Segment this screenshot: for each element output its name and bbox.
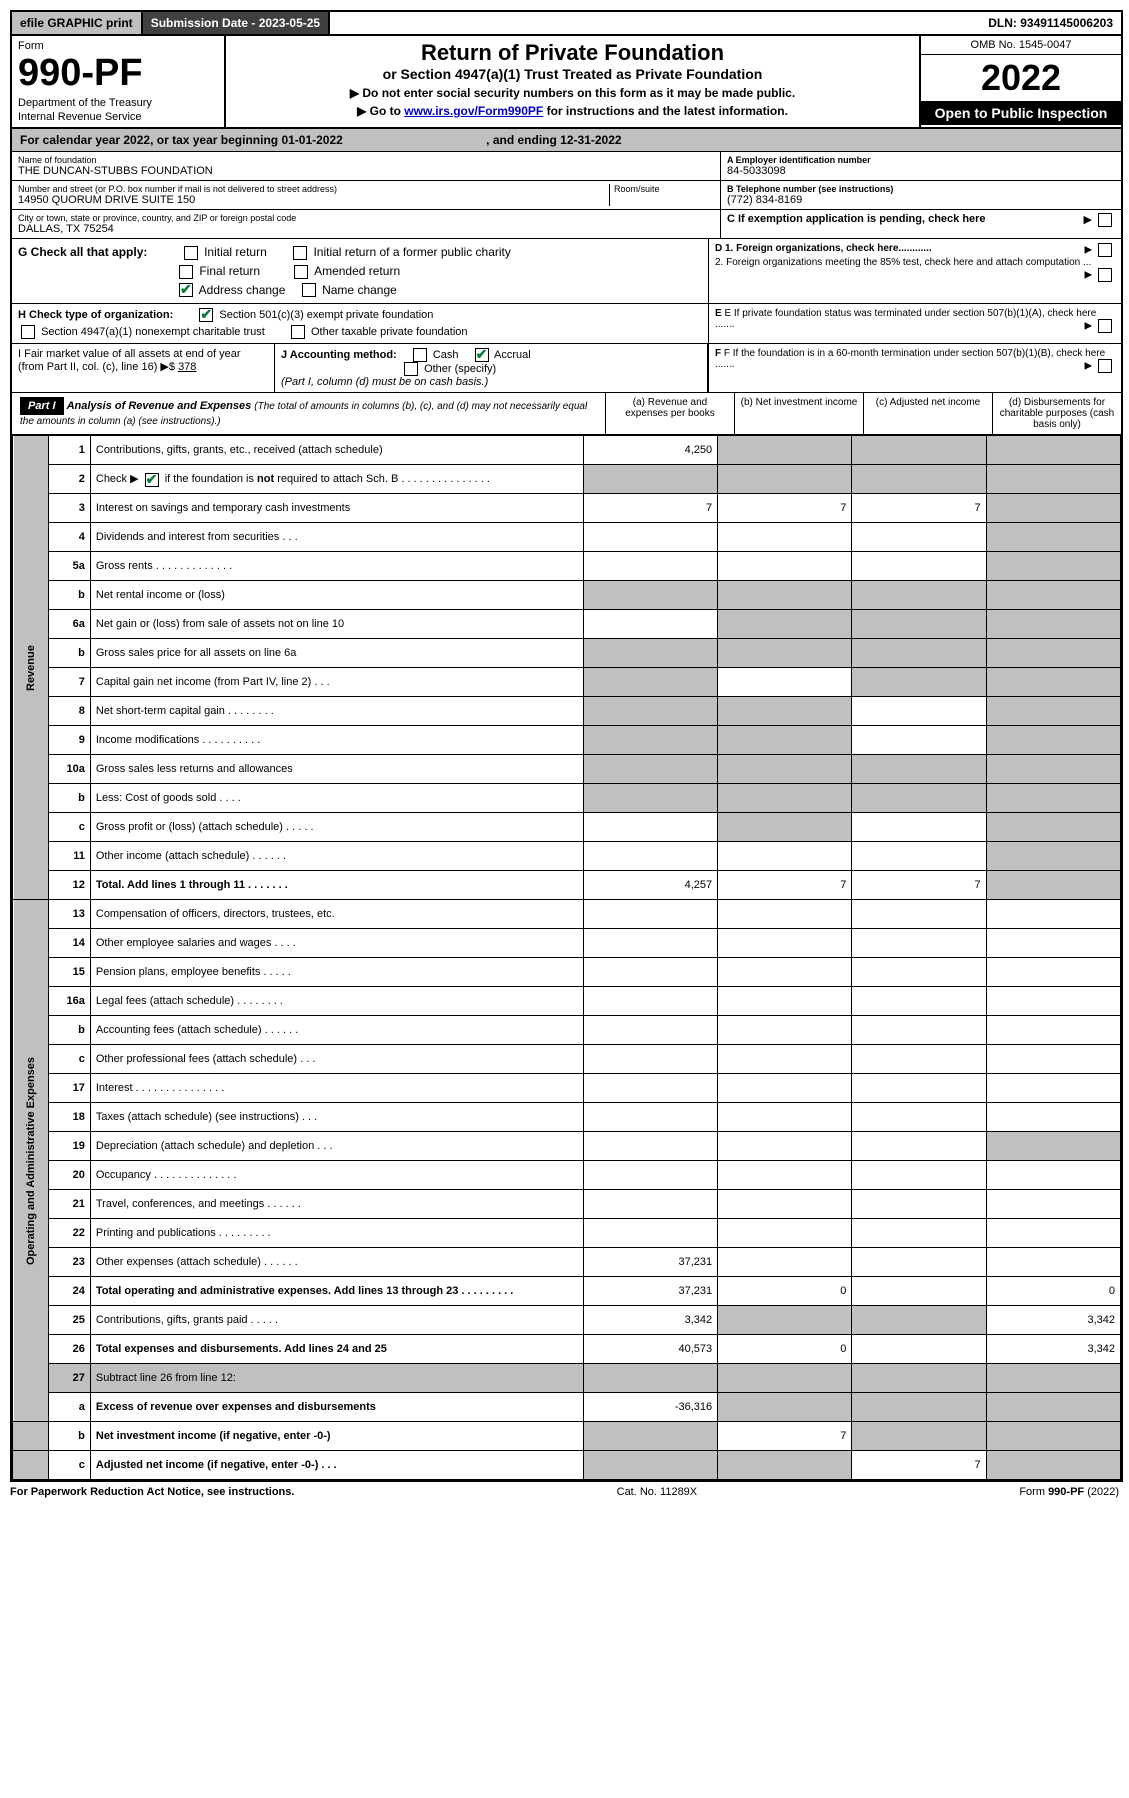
address-box: Number and street (or P.O. box number if… [12,181,720,210]
header-left: Form 990-PF Department of the Treasury I… [12,36,226,127]
dept-treasury: Department of the Treasury [18,97,218,109]
e-checkbox[interactable] [1098,319,1112,333]
ij-section: I Fair market value of all assets at end… [12,344,1121,393]
foundation-name-box: Name of foundation THE DUNCAN-STUBBS FOU… [12,152,720,181]
schb-checkbox[interactable] [145,473,159,487]
other-method-checkbox[interactable] [404,362,418,376]
form-container: efile GRAPHIC print Submission Date - 20… [10,10,1123,1482]
city-box: City or town, state or province, country… [12,210,720,238]
d2-row: 2. Foreign organizations meeting the 85%… [715,257,1115,268]
d2-checkbox[interactable] [1098,268,1112,282]
part1-header-row: Part I Analysis of Revenue and Expenses … [12,393,1121,435]
room-label: Room/suite [614,184,714,194]
501c3-checkbox[interactable] [199,308,213,322]
g-row: G Check all that apply: Initial return I… [18,245,702,260]
col-b-header: (b) Net investment income [734,393,863,434]
h-section: H Check type of organization: Section 50… [12,304,1121,344]
form-header: Form 990-PF Department of the Treasury I… [12,36,1121,129]
col-d-header: (d) Disbursements for charitable purpose… [992,393,1121,434]
4947-checkbox[interactable] [21,325,35,339]
revenue-label: Revenue [13,436,49,900]
address-change-checkbox[interactable] [179,283,193,297]
phone-box: B Telephone number (see instructions) (7… [721,181,1121,210]
accrual-checkbox[interactable] [475,348,489,362]
part1-badge: Part I [20,397,64,415]
c-checkbox[interactable] [1098,213,1112,227]
amended-return-checkbox[interactable] [294,265,308,279]
tax-year: 2022 [921,55,1121,101]
foundation-name: THE DUNCAN-STUBBS FOUNDATION [18,165,714,177]
analysis-table: Revenue 1Contributions, gifts, grants, e… [12,435,1121,1480]
city-state-zip: DALLAS, TX 75254 [18,223,714,235]
header-center: Return of Private Foundation or Section … [226,36,919,127]
e-row: E E If private foundation status was ter… [715,308,1115,330]
check-section: G Check all that apply: Initial return I… [12,239,1121,304]
col-a-header: (a) Revenue and expenses per books [605,393,734,434]
irs-link[interactable]: www.irs.gov/Form990PF [404,104,543,118]
cash-checkbox[interactable] [413,348,427,362]
top-bar: efile GRAPHIC print Submission Date - 20… [12,12,1121,36]
dept-irs: Internal Revenue Service [18,111,218,123]
phone-value: (772) 834-8169 [727,194,1115,206]
ein-box: A Employer identification number 84-5033… [721,152,1121,181]
l1-a: 4,250 [583,436,717,465]
page-footer: For Paperwork Reduction Act Notice, see … [10,1482,1119,1502]
footer-center: Cat. No. 11289X [617,1486,698,1498]
footer-left: For Paperwork Reduction Act Notice, see … [10,1486,294,1498]
ein-value: 84-5033098 [727,165,1115,177]
initial-return-checkbox[interactable] [184,246,198,260]
note-ssn: ▶ Do not enter social security numbers o… [232,86,913,100]
form-subtitle: or Section 4947(a)(1) Trust Treated as P… [232,66,913,82]
inspection-label: Open to Public Inspection [921,101,1121,125]
c-box: C If exemption application is pending, c… [721,210,1121,228]
submission-date-label: Submission Date - 2023-05-25 [143,12,330,34]
calendar-year-row: For calendar year 2022, or tax year begi… [12,129,1121,152]
f-row: F F If the foundation is in a 60-month t… [715,348,1115,370]
note-link: ▶ Go to www.irs.gov/Form990PF for instru… [232,104,913,118]
final-return-checkbox[interactable] [179,265,193,279]
expenses-label: Operating and Administrative Expenses [13,900,49,1422]
other-taxable-checkbox[interactable] [291,325,305,339]
d1-row: D 1. Foreign organizations, check here..… [715,243,1115,254]
footer-right: Form 990-PF (2022) [1019,1486,1119,1498]
header-right: OMB No. 1545-0047 2022 Open to Public In… [919,36,1121,127]
form-title: Return of Private Foundation [232,40,913,66]
omb-number: OMB No. 1545-0047 [921,36,1121,55]
dln-number: DLN: 93491145006203 [980,12,1121,34]
form-label: Form [18,40,218,52]
initial-former-checkbox[interactable] [293,246,307,260]
street-address: 14950 QUORUM DRIVE SUITE 150 [18,194,609,206]
efile-label: efile GRAPHIC print [12,12,143,34]
f-checkbox[interactable] [1098,359,1112,373]
entity-info: Name of foundation THE DUNCAN-STUBBS FOU… [12,152,1121,239]
name-change-checkbox[interactable] [302,283,316,297]
form-number: 990-PF [18,52,218,95]
fmv-value: 378 [178,361,196,373]
col-c-header: (c) Adjusted net income [863,393,992,434]
d1-checkbox[interactable] [1098,243,1112,257]
